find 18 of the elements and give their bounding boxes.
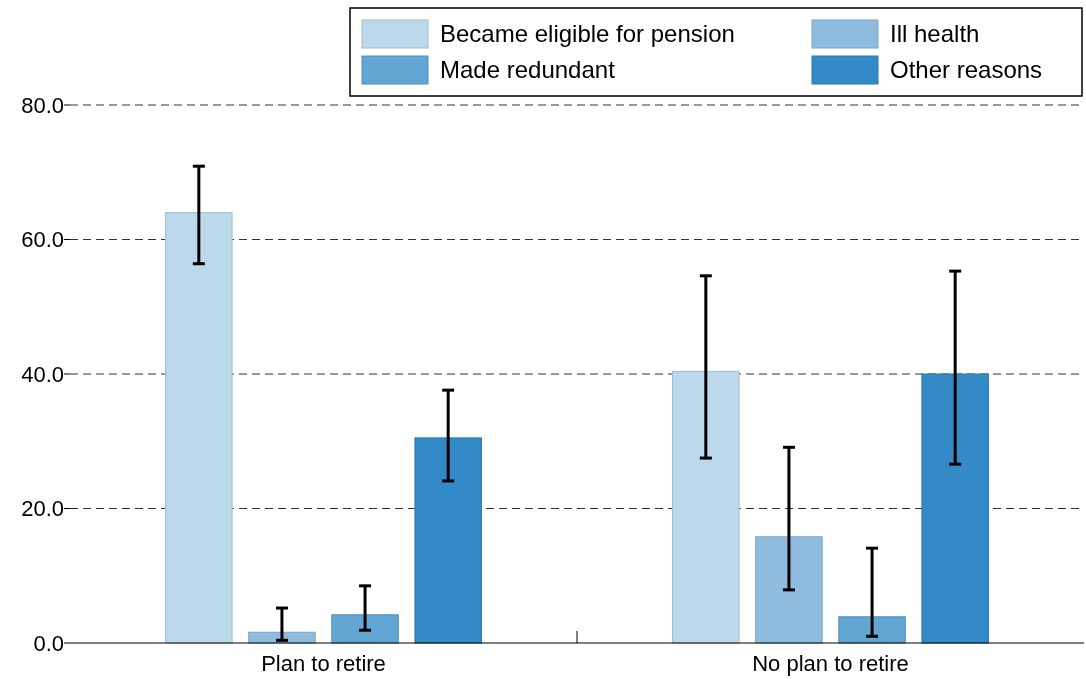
- x-tick-label: Plan to retire: [261, 651, 386, 676]
- bar: [838, 616, 906, 644]
- bar: [165, 212, 233, 644]
- bar: [672, 370, 740, 644]
- y-tick-label: 60.0: [21, 227, 64, 253]
- legend-label: Other reasons: [890, 56, 1043, 84]
- y-tick-label: 40.0: [21, 361, 64, 387]
- legend-label: Made redundant: [440, 56, 616, 84]
- bar: [331, 614, 399, 644]
- y-tick-label: 0.0: [33, 630, 64, 656]
- legend-label: Ill health: [890, 20, 980, 48]
- bar: [414, 437, 482, 644]
- y-tick-label: 20.0: [21, 496, 64, 522]
- legend-label: Became eligible for pension: [440, 20, 735, 48]
- bar: [755, 536, 823, 644]
- bar: [921, 373, 989, 644]
- x-tick-label: No plan to retire: [752, 651, 909, 676]
- y-tick-label: 80.0: [21, 92, 64, 118]
